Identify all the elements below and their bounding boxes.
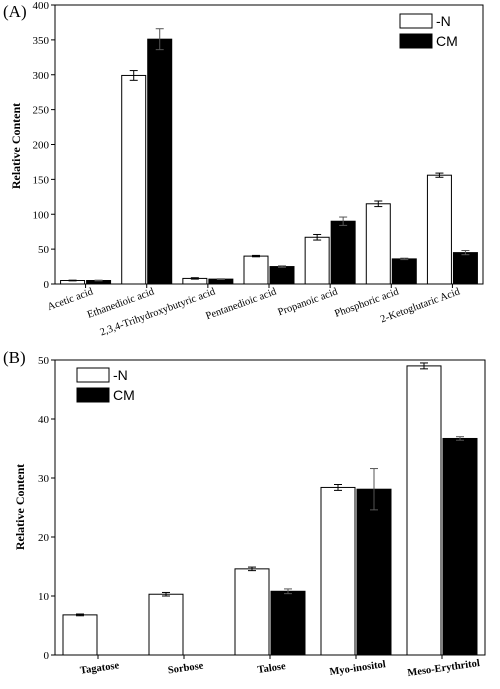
bar-minus-n [148,593,184,656]
x-category-label: 2,3,4-Trihydroxybutyric acid [99,286,218,338]
bar-cm [442,437,478,656]
panel-b-bars [62,362,478,656]
bar-minus-n [234,568,270,656]
panel-a: (A) Relative Content 0 50 100 150 200 250 300 3… [3,0,484,338]
panel-a-legend: -N CM [399,13,458,49]
legend-swatch-cm [76,387,110,403]
x-category-label: Tagatose [79,660,120,676]
panel-b: (B) Relative Content 0 10 20 30 40 50 Tagatose… [3,348,486,679]
y-tick-label: 0 [44,650,50,662]
legend-label-minus-n: -N [113,367,128,383]
y-tick-label: 50 [38,355,50,367]
y-tick-label: 20 [38,532,50,544]
x-category-label: Talose [257,661,287,676]
bar-cm [330,220,356,285]
y-tick-label: 0 [44,279,50,291]
y-tick-label: 10 [38,591,50,603]
legend-swatch-minus-n [399,13,433,29]
panel-a-ylabel: Relative Content [9,103,23,189]
panel-a-bars [60,28,478,285]
legend-swatch-minus-n [76,367,110,383]
y-tick-label: 300 [33,70,50,82]
bar-minus-n [426,174,452,285]
bar-cm [269,266,295,285]
bar-cm [147,38,173,285]
bar-minus-n [121,74,147,285]
x-category-label: Pentanedioic acid [204,286,278,322]
y-tick-label: 350 [33,35,50,47]
bar-minus-n [320,486,356,656]
panel-b-label: (B) [3,348,26,367]
x-category-label: Sorbose [167,661,204,677]
bar-minus-n [62,614,98,656]
y-tick-label: 250 [33,105,50,117]
panel-a-label: (A) [3,2,27,21]
legend-swatch-cm [399,33,433,49]
bar-cm [270,590,306,656]
y-tick-label: 100 [33,209,50,221]
bar-minus-n [406,365,442,656]
x-category-label: Propanoic acid [276,286,339,318]
y-tick-label: 400 [33,0,50,12]
y-tick-label: 150 [33,174,50,186]
bar-minus-n [365,203,391,285]
x-category-label: Myo-inositol [329,659,387,678]
bar-minus-n [304,236,330,285]
legend-label-minus-n: -N [436,13,451,29]
bar-cm [452,252,478,285]
panel-b-legend: -N CM [76,367,135,403]
panel-b-ylabel: Relative Content [13,464,27,550]
bar-cm [356,488,392,656]
legend-label-cm: CM [113,387,135,403]
y-tick-label: 40 [38,414,50,426]
bar-minus-n [243,255,269,285]
x-category-label: Meso-Erythritol [407,658,481,679]
y-tick-label: 30 [38,473,50,485]
y-tick-label: 200 [33,140,50,152]
legend-label-cm: CM [436,33,458,49]
bar-cm [391,258,417,285]
y-tick-label: 50 [38,244,50,256]
